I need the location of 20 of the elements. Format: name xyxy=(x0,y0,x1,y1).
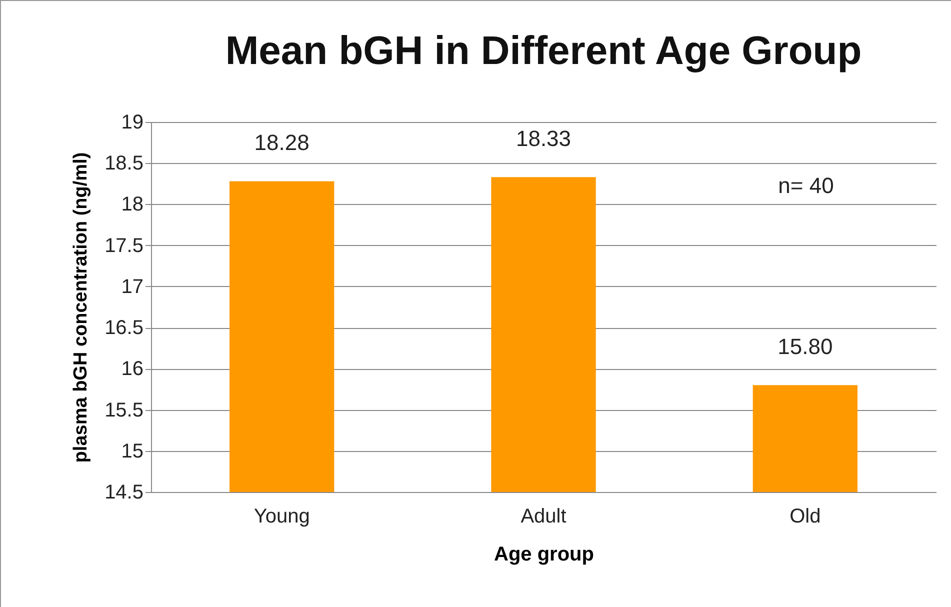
y-tick-label: 19 xyxy=(121,112,144,134)
y-tick-label: 18.5 xyxy=(104,152,144,175)
annotation: n= 40 xyxy=(778,173,834,198)
y-tick-label: 17.5 xyxy=(104,234,144,257)
y-axis-title: plasma bGH concentration (ng/ml) xyxy=(70,152,92,463)
y-tick-label: 15 xyxy=(121,440,144,462)
data-label: 15.80 xyxy=(778,334,833,360)
chart-title: Mean bGH in Different Age Group xyxy=(225,29,862,73)
y-tick-label: 18 xyxy=(121,194,144,216)
x-tick-label: Old xyxy=(790,506,821,528)
x-axis-title: Age group xyxy=(494,544,594,566)
y-tick-label: 17 xyxy=(121,276,144,298)
data-label: 18.28 xyxy=(254,130,310,156)
x-tick-label: Young xyxy=(254,506,310,528)
x-tick-label: Adult xyxy=(520,506,567,528)
y-tick-label: 16 xyxy=(121,358,144,380)
y-tick-label: 14.5 xyxy=(104,482,144,504)
y-tick-label: 16.5 xyxy=(104,317,144,340)
data-label: 18.33 xyxy=(516,126,572,152)
y-tick-label: 15.5 xyxy=(104,399,144,422)
